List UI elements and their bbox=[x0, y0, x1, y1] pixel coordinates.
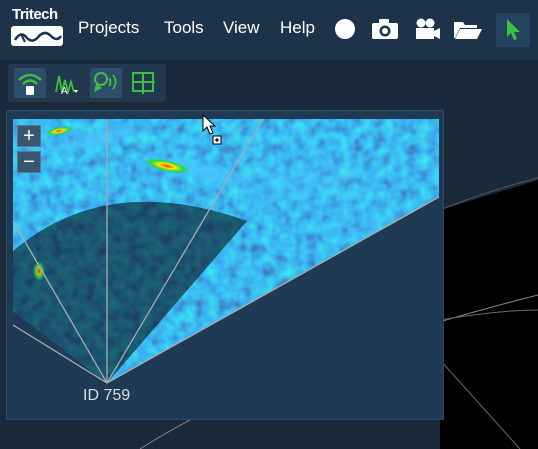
logo-wave-icon bbox=[11, 26, 63, 46]
tritech-logo: Tritech bbox=[10, 6, 64, 48]
sonar-image bbox=[12, 118, 440, 384]
menu-bar: Tritech Projects Tools View Help bbox=[0, 0, 538, 60]
sonar-toolbar: A bbox=[8, 64, 166, 102]
connection-button[interactable] bbox=[14, 68, 46, 98]
sonar-ping-button[interactable] bbox=[90, 68, 122, 98]
zoom-in-button[interactable]: + bbox=[17, 125, 41, 147]
layout-button[interactable] bbox=[128, 68, 160, 98]
wifi-signal-icon bbox=[18, 73, 42, 95]
record-circle-icon bbox=[335, 19, 355, 39]
menu-tools[interactable]: Tools bbox=[164, 18, 204, 37]
sonar-image-panel[interactable]: + − ID 759 bbox=[6, 110, 444, 420]
logo-text: Tritech bbox=[12, 6, 58, 23]
video-camera-icon bbox=[416, 18, 440, 39]
record-button[interactable] bbox=[332, 14, 358, 44]
mouse-cursor-icon bbox=[202, 114, 222, 145]
folder-open-icon bbox=[454, 22, 482, 39]
sonar-device-id: ID 759 bbox=[83, 387, 131, 404]
grid-layout-icon bbox=[132, 72, 155, 94]
camera-icon bbox=[372, 19, 398, 39]
menu-help[interactable]: Help bbox=[280, 18, 315, 37]
amplitude-button[interactable]: A bbox=[52, 68, 84, 98]
menu-projects[interactable]: Projects bbox=[78, 18, 140, 37]
svg-text:A: A bbox=[61, 86, 68, 96]
sonar-ping-icon bbox=[94, 72, 117, 92]
snapshot-button[interactable] bbox=[370, 14, 400, 44]
pointer-tool-button[interactable] bbox=[496, 13, 530, 47]
video-record-button[interactable] bbox=[412, 14, 442, 44]
open-file-button[interactable] bbox=[452, 14, 484, 44]
menu-view[interactable]: View bbox=[223, 18, 260, 37]
amplitude-wave-icon: A bbox=[55, 75, 78, 96]
pointer-arrow-icon bbox=[507, 19, 520, 40]
zoom-out-button[interactable]: − bbox=[17, 151, 41, 173]
